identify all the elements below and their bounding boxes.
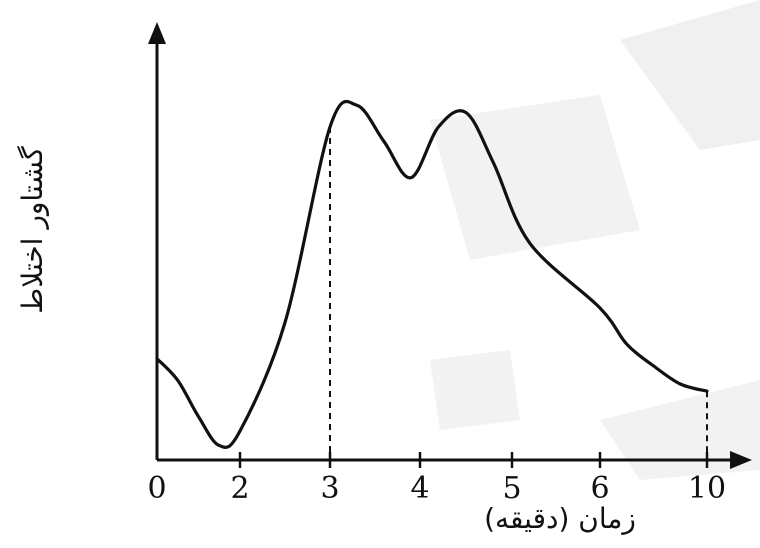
axes [148, 22, 752, 469]
x-axis-label: زمان (دقیقه) [484, 502, 636, 535]
y-axis-arrow [148, 22, 166, 44]
x-tick-label-3: 3 [320, 471, 339, 506]
x-tick-label-4: 4 [410, 471, 429, 506]
series-line [155, 99, 709, 449]
x-tick-label-0: 0 [147, 471, 166, 506]
x-tick-marks [238, 452, 709, 468]
series-group [155, 99, 709, 449]
x-tick-labels: 0 2 3 4 5 6 10 [147, 471, 726, 506]
x-axis-arrow [730, 451, 752, 469]
watermark [430, 0, 760, 480]
y-axis-label: گشتاور اختلاط [16, 146, 49, 314]
x-tick-label-5: 5 [502, 471, 521, 506]
x-tick-label-2: 2 [230, 471, 249, 506]
x-tick-label-6: 6 [590, 471, 609, 506]
guide-lines [329, 127, 708, 460]
x-tick-label-10: 10 [688, 471, 726, 506]
